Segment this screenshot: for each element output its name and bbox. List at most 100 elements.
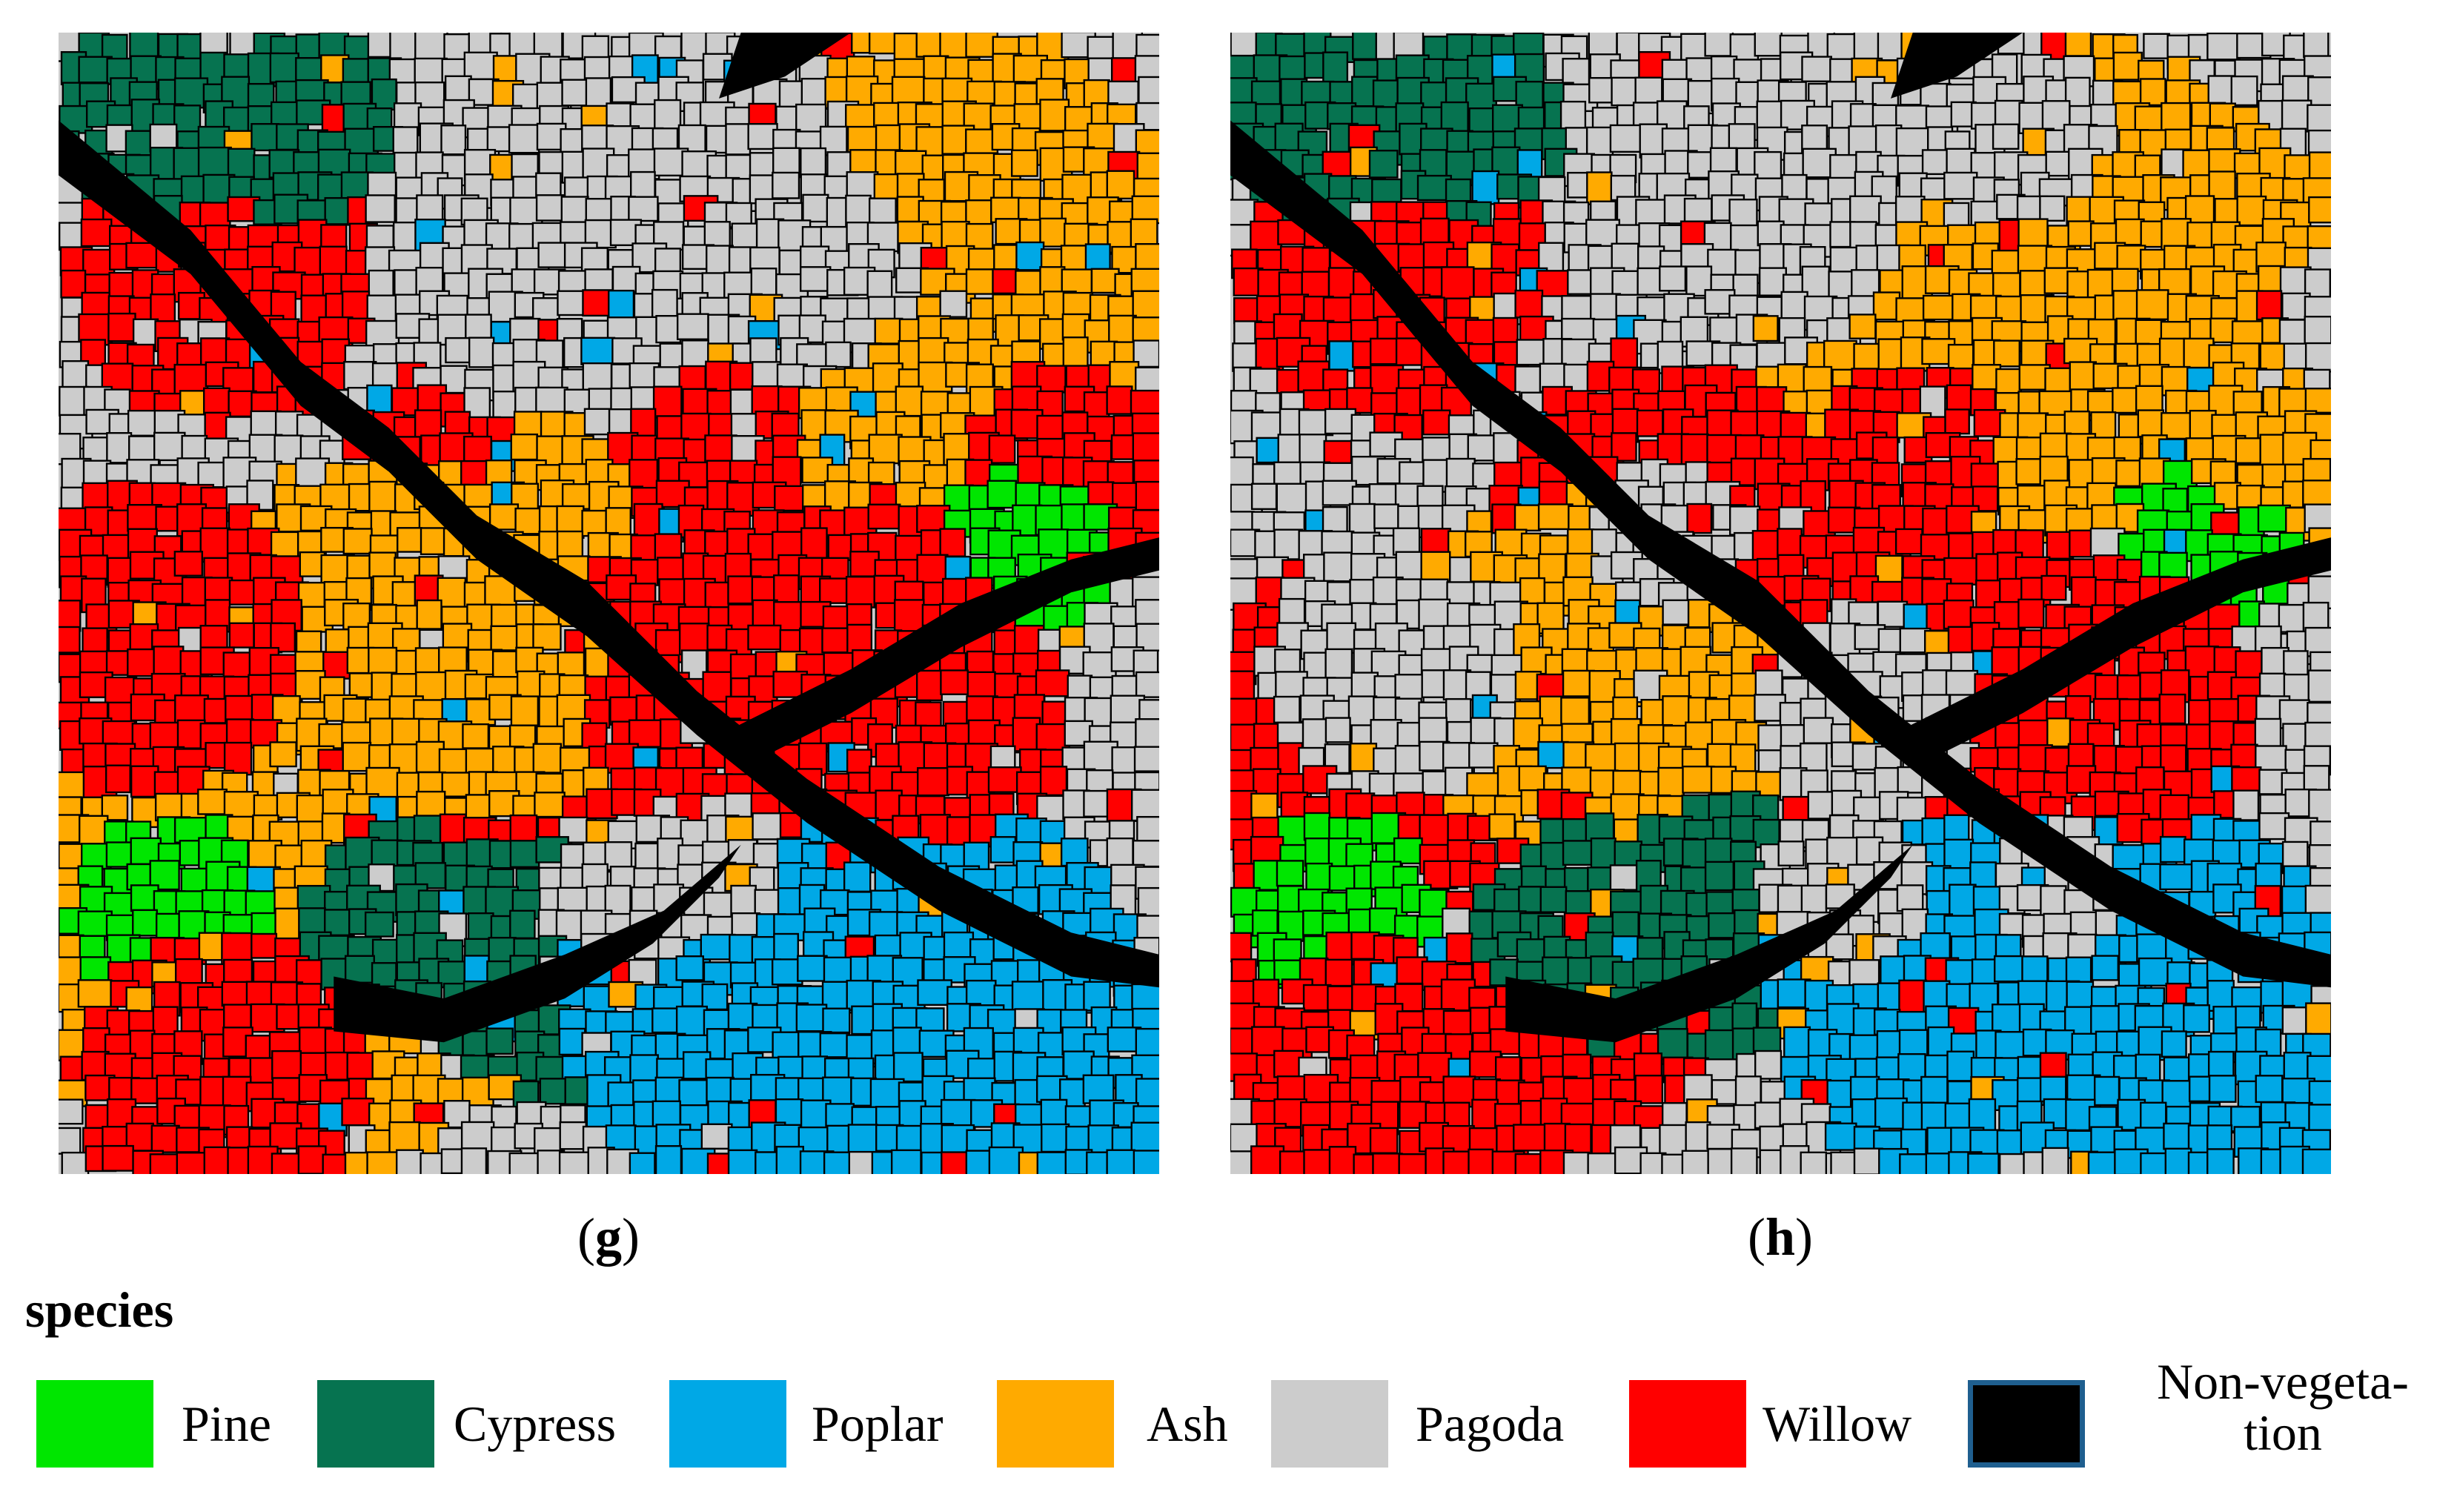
crown-polygon <box>1250 1145 1285 1174</box>
crown-polygon <box>1322 480 1357 506</box>
crown-polygon <box>102 1144 134 1172</box>
crown-polygon <box>940 669 969 695</box>
crown-polygon <box>2143 33 2170 59</box>
crown-polygon <box>130 693 165 722</box>
crown-polygon <box>1445 697 1472 726</box>
crown-polygon <box>1920 1101 1949 1133</box>
crown-polygon <box>631 434 658 463</box>
crown-polygon <box>1278 597 1306 627</box>
crown-polygon <box>102 720 136 746</box>
crown-polygon <box>725 153 754 181</box>
crown-polygon <box>1562 201 1590 228</box>
crown-polygon <box>1992 123 2020 150</box>
crown-polygon <box>1562 1077 1596 1105</box>
crown-polygon <box>1137 886 1159 918</box>
crown-polygon <box>1130 789 1159 822</box>
crown-polygon <box>1754 1101 1785 1130</box>
crown-polygon <box>1783 1026 1811 1061</box>
crown-polygon <box>1303 1149 1334 1174</box>
crown-polygon <box>581 863 609 890</box>
crown-polygon <box>2065 694 2092 722</box>
crown-polygon <box>2041 1147 2069 1174</box>
crown-polygon <box>1010 149 1038 177</box>
crown-polygon <box>652 385 683 419</box>
crown-polygon <box>365 319 400 348</box>
crown-polygon <box>1752 315 1779 342</box>
crown-polygon <box>1322 150 1355 178</box>
crown-polygon <box>1106 170 1135 200</box>
crown-polygon <box>271 1050 302 1081</box>
crown-polygon <box>917 767 949 797</box>
crown-polygon <box>675 1005 709 1037</box>
crown-polygon <box>342 528 373 555</box>
crown-polygon <box>1849 195 1882 225</box>
crown-polygon <box>868 33 897 55</box>
crown-polygon <box>1662 599 1691 626</box>
crown-polygon <box>535 194 566 222</box>
crown-polygon <box>1233 297 1260 325</box>
crown-polygon <box>1562 58 1591 86</box>
crown-polygon <box>510 695 540 726</box>
crown-polygon <box>1609 864 1640 891</box>
crown-polygon <box>1130 218 1158 248</box>
crown-polygon <box>1133 746 1159 772</box>
crown-polygon <box>225 718 255 746</box>
crown-polygon <box>510 433 539 461</box>
crown-polygon <box>818 577 852 604</box>
crown-polygon <box>2209 317 2236 344</box>
crown-polygon <box>845 194 872 228</box>
crown-polygon <box>1132 432 1159 462</box>
crown-polygon <box>1704 861 1734 892</box>
crown-polygon <box>1303 812 1331 841</box>
crown-polygon <box>2183 1004 2210 1033</box>
crown-polygon <box>630 170 656 202</box>
crown-polygon <box>414 409 442 440</box>
crown-polygon <box>915 33 943 58</box>
crown-polygon <box>1250 792 1279 819</box>
crown-polygon <box>1445 457 1476 488</box>
crown-polygon <box>2137 409 2165 438</box>
crown-polygon <box>867 503 901 530</box>
crown-polygon <box>868 434 903 465</box>
legend-swatch-poplar <box>669 1380 786 1468</box>
crown-polygon <box>150 1124 180 1153</box>
crown-polygon <box>1468 1148 1494 1174</box>
crown-polygon <box>1704 33 1734 57</box>
crown-polygon <box>1135 671 1159 698</box>
crown-polygon <box>2208 1075 2237 1103</box>
crown-polygon <box>1395 337 1425 366</box>
crown-polygon <box>2257 504 2291 533</box>
crown-polygon <box>561 79 589 107</box>
crown-polygon <box>1800 884 1828 914</box>
crown-polygon <box>105 764 131 794</box>
crown-polygon <box>1467 434 1499 462</box>
crown-polygon <box>1634 1074 1664 1104</box>
crown-polygon <box>629 459 659 491</box>
crown-polygon <box>1946 147 1976 177</box>
crown-polygon <box>727 1149 758 1174</box>
crown-polygon <box>2087 1151 2118 1174</box>
crown-polygon <box>1039 99 1070 132</box>
crown-polygon <box>915 669 943 702</box>
crown-polygon <box>1992 272 2021 299</box>
crown-polygon <box>604 884 631 918</box>
crown-polygon <box>2112 387 2139 414</box>
crown-polygon <box>364 911 394 938</box>
crown-polygon <box>1492 218 1522 247</box>
crown-polygon <box>59 1127 82 1155</box>
crown-polygon <box>774 485 806 512</box>
crown-polygon <box>341 1097 375 1127</box>
crown-polygon <box>849 149 878 176</box>
crown-polygon <box>1853 1147 1883 1174</box>
crown-polygon <box>1302 247 1331 274</box>
crown-polygon <box>1392 527 1421 556</box>
crown-polygon <box>1087 122 1118 151</box>
crown-polygon <box>1777 528 1803 558</box>
crown-polygon <box>2304 884 2331 915</box>
crown-polygon <box>1368 149 1399 179</box>
crown-polygon <box>1513 504 1542 532</box>
crown-polygon <box>1610 337 1639 371</box>
crown-polygon <box>1686 503 1713 534</box>
non-vegetation-area <box>719 33 852 99</box>
crown-polygon <box>150 293 176 324</box>
